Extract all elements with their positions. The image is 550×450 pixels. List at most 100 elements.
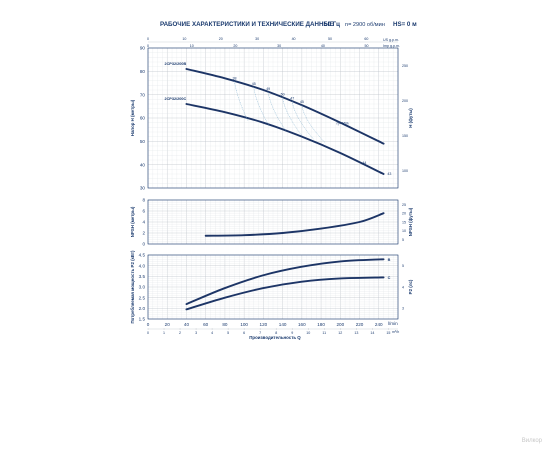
m3h-tick-label: 1 xyxy=(163,331,165,335)
y-tick-label: 3.0 xyxy=(139,285,146,290)
impgpm-tick-label: 20 xyxy=(233,44,237,48)
series-line xyxy=(185,103,385,175)
series-label: 2CP32/200B xyxy=(164,62,186,66)
frequency-label: 50 Гц xyxy=(324,21,340,28)
efficiency-label: 50 xyxy=(281,93,285,97)
usgpm-tick-label: 40 xyxy=(292,37,296,41)
y-axis-label: Напор H (метры) xyxy=(130,99,135,136)
m3h-tick-label: 14 xyxy=(370,331,374,335)
x-unit-impgpm: Imp g.p.m. xyxy=(383,44,400,48)
m3h-tick-label: 15 xyxy=(386,331,390,335)
x-tick-label: 0 xyxy=(147,322,150,327)
m3h-tick-label: 12 xyxy=(338,331,342,335)
usgpm-tick-label: 0 xyxy=(147,37,149,41)
right-tick-label: 4 xyxy=(402,285,404,289)
x-tick-label: 100 xyxy=(240,322,248,327)
y-tick-label: 70 xyxy=(140,92,146,97)
y-tick-label: 0 xyxy=(142,242,145,247)
y-tick-label: 90 xyxy=(140,46,146,51)
x-tick-label: 120 xyxy=(260,322,268,327)
x-tick-label: 200 xyxy=(336,322,344,327)
x-unit-m3h: m³/h xyxy=(392,330,399,334)
efficiency-label: 43 xyxy=(387,172,391,176)
right-tick-label: 15 xyxy=(402,220,406,224)
efficiency-label: 47 xyxy=(290,96,294,100)
suction-height-label: HS= 0 м xyxy=(393,21,417,28)
x-tick-label: 20 xyxy=(165,322,171,327)
efficiency-curve xyxy=(292,101,314,140)
efficiency-curve xyxy=(234,81,249,121)
x-tick-label: 220 xyxy=(356,322,364,327)
m3h-tick-label: 9 xyxy=(291,331,293,335)
x-tick-label: 240 xyxy=(375,322,383,327)
efficiency-label: 38 xyxy=(233,76,237,80)
impgpm-tick-label: 30 xyxy=(277,44,281,48)
impgpm-tick-label: 0 xyxy=(147,44,149,48)
x-tick-label: 40 xyxy=(184,322,190,327)
right-tick-label: 5 xyxy=(402,238,404,242)
m3h-tick-label: 11 xyxy=(322,331,326,335)
series-line xyxy=(185,276,385,311)
y-tick-label: 4.0 xyxy=(139,263,146,268)
x-tick-label: 180 xyxy=(317,322,325,327)
y-tick-label: 2.0 xyxy=(139,306,146,311)
m3h-tick-label: 10 xyxy=(306,331,310,335)
right-tick-label: 3 xyxy=(402,307,404,311)
impgpm-tick-label: 10 xyxy=(190,44,194,48)
efficiency-label: 49 xyxy=(266,87,270,91)
x-tick-label: 160 xyxy=(298,322,306,327)
top-flow-scales: 0 10 20 30 40 50 600 10 20 30 40 50 xyxy=(147,37,398,48)
series-line xyxy=(204,212,385,237)
speed-label: n= 2900 об/мин xyxy=(345,22,385,28)
y-axis-label-right: P2 (лс) xyxy=(408,279,413,294)
impgpm-tick-label: 50 xyxy=(365,44,369,48)
usgpm-tick-label: 20 xyxy=(219,37,223,41)
right-tick-label: 100 xyxy=(402,169,408,173)
series-label: C xyxy=(388,276,391,280)
y-tick-label: 2 xyxy=(142,231,145,236)
x-tick-label: 60 xyxy=(203,322,209,327)
m3h-tick-label: 5 xyxy=(227,331,229,335)
y-axis-label: NPSH (метры) xyxy=(130,206,135,237)
right-tick-label: 150 xyxy=(402,134,408,138)
y-tick-label: 8 xyxy=(142,198,145,203)
y-tick-label: 4 xyxy=(142,220,145,225)
m3h-tick-label: 2 xyxy=(179,331,181,335)
y-axis-label-right: NPSH (футы) xyxy=(408,207,413,236)
usgpm-tick-label: 60 xyxy=(364,37,368,41)
watermark: Вилкор xyxy=(521,438,542,444)
m3h-tick-label: 4 xyxy=(211,331,213,335)
y-tick-label: 50 xyxy=(140,139,146,144)
m3h-tick-label: 13 xyxy=(354,331,358,335)
y-axis-label-right: H (футы) xyxy=(408,108,413,128)
y-tick-label: 4.5 xyxy=(139,253,146,258)
x-unit-lpm: l/min xyxy=(388,321,398,326)
y-tick-label: 1.5 xyxy=(139,317,146,322)
series-line xyxy=(185,68,385,145)
y-tick-label: 6 xyxy=(142,209,145,214)
right-tick-label: 25 xyxy=(402,203,406,207)
y-tick-label: 80 xyxy=(140,69,146,74)
right-tick-label: 250 xyxy=(402,64,408,68)
m3h-tick-label: 8 xyxy=(275,331,277,335)
power-panel: 1.5 2.0 2.5 3.0 3.5 4.0 4.5 3 4 5 Потребляемая мощ… xyxy=(130,250,413,324)
y-axis-label: Потребляемая мощность P2 (кВт) xyxy=(130,250,135,324)
y-tick-label: 40 xyxy=(140,162,146,167)
efficiency-curve xyxy=(301,105,326,143)
y-tick-label: 3.5 xyxy=(139,274,146,279)
efficiency-label: 45 xyxy=(252,82,256,86)
efficiency-curve xyxy=(267,91,286,131)
y-tick-label: 2.5 xyxy=(139,295,146,300)
efficiency-curve xyxy=(282,97,303,136)
series-label: 2CP32/200C xyxy=(164,97,186,101)
efficiency-curve xyxy=(253,87,270,127)
plot-frame xyxy=(147,254,399,320)
series-line xyxy=(185,258,385,306)
y-tick-label: 60 xyxy=(140,116,146,121)
x-unit-usgpm: US g.p.m. xyxy=(383,38,399,42)
impgpm-tick-label: 40 xyxy=(321,44,325,48)
usgpm-tick-label: 10 xyxy=(182,37,186,41)
